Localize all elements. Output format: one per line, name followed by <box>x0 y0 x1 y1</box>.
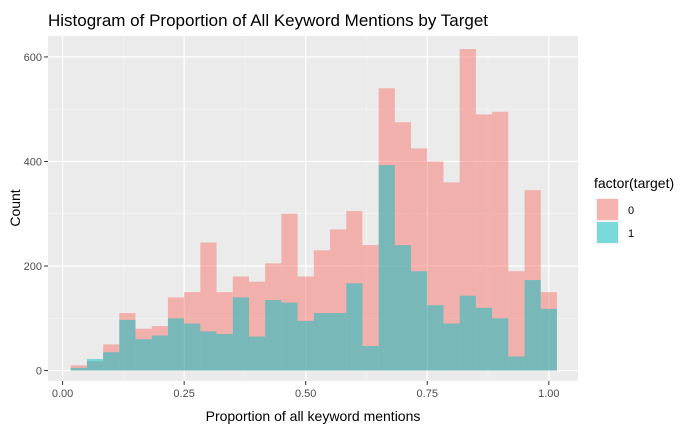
bar-series-1 <box>184 323 201 371</box>
bar-series-1 <box>346 283 363 371</box>
bar-series-1 <box>492 318 509 371</box>
bar-series-1 <box>394 245 412 371</box>
y-tick-label: 0 <box>36 366 42 378</box>
bar-series-0 <box>492 111 509 371</box>
bar-series-1 <box>232 297 249 371</box>
y-tick-label: 400 <box>24 156 42 168</box>
y-tick-label: 600 <box>24 52 42 64</box>
bar-series-1 <box>459 295 476 371</box>
bar-series-1 <box>248 336 266 371</box>
bar-series-0 <box>362 245 379 371</box>
bar-series-1 <box>427 305 444 371</box>
bar-series-0 <box>459 49 476 371</box>
bar-series-1 <box>70 367 87 371</box>
bar-series-1 <box>103 352 120 371</box>
y-tick-label: 200 <box>24 261 42 273</box>
bar-series-1 <box>313 313 330 371</box>
x-tick-label: 0.25 <box>173 388 194 400</box>
legend-label-0: 0 <box>628 205 634 217</box>
y-axis: 0 200 400 600 <box>24 52 48 378</box>
bar-series-1 <box>216 333 233 371</box>
bar-series-1 <box>524 280 541 371</box>
series-1-bars <box>70 165 557 371</box>
bar-series-0 <box>475 114 493 371</box>
x-tick-label: 0.75 <box>417 388 438 400</box>
bar-series-1 <box>167 318 185 371</box>
legend-label-1: 1 <box>628 228 634 240</box>
legend-title: factor(target) <box>594 175 674 191</box>
x-tick-label: 1.00 <box>538 388 559 400</box>
chart-title: Histogram of Proportion of All Keyword M… <box>48 11 488 30</box>
bar-series-1 <box>297 320 314 371</box>
legend-swatch-1 <box>597 222 618 243</box>
bar-series-1 <box>86 359 104 371</box>
x-tick-label: 0.50 <box>295 388 316 400</box>
bar-series-1 <box>443 323 460 371</box>
bar-series-1 <box>135 339 152 371</box>
histogram-bars <box>70 49 557 371</box>
bar-series-1 <box>362 345 379 371</box>
bar-series-1 <box>508 356 525 371</box>
bar-series-1 <box>265 299 282 371</box>
x-tick-label: 0.00 <box>52 388 73 400</box>
x-axis-label: Proportion of all keyword mentions <box>206 408 421 424</box>
legend-items: 01 <box>596 198 634 244</box>
y-axis-label: Count <box>7 189 23 226</box>
bar-series-1 <box>151 335 168 371</box>
legend-swatch-0 <box>597 199 618 220</box>
bar-series-1 <box>378 165 395 371</box>
bar-series-1 <box>411 271 428 371</box>
bar-series-0 <box>508 271 525 371</box>
bar-series-1 <box>281 302 298 371</box>
bar-series-1 <box>475 307 493 371</box>
bar-series-1 <box>200 331 217 371</box>
bar-series-1 <box>540 308 557 371</box>
legend: factor(target) 01 <box>594 175 674 244</box>
x-axis: 0.00 0.25 0.50 0.75 1.00 <box>52 381 560 400</box>
bar-series-1 <box>330 313 347 371</box>
bar-series-1 <box>119 319 136 371</box>
